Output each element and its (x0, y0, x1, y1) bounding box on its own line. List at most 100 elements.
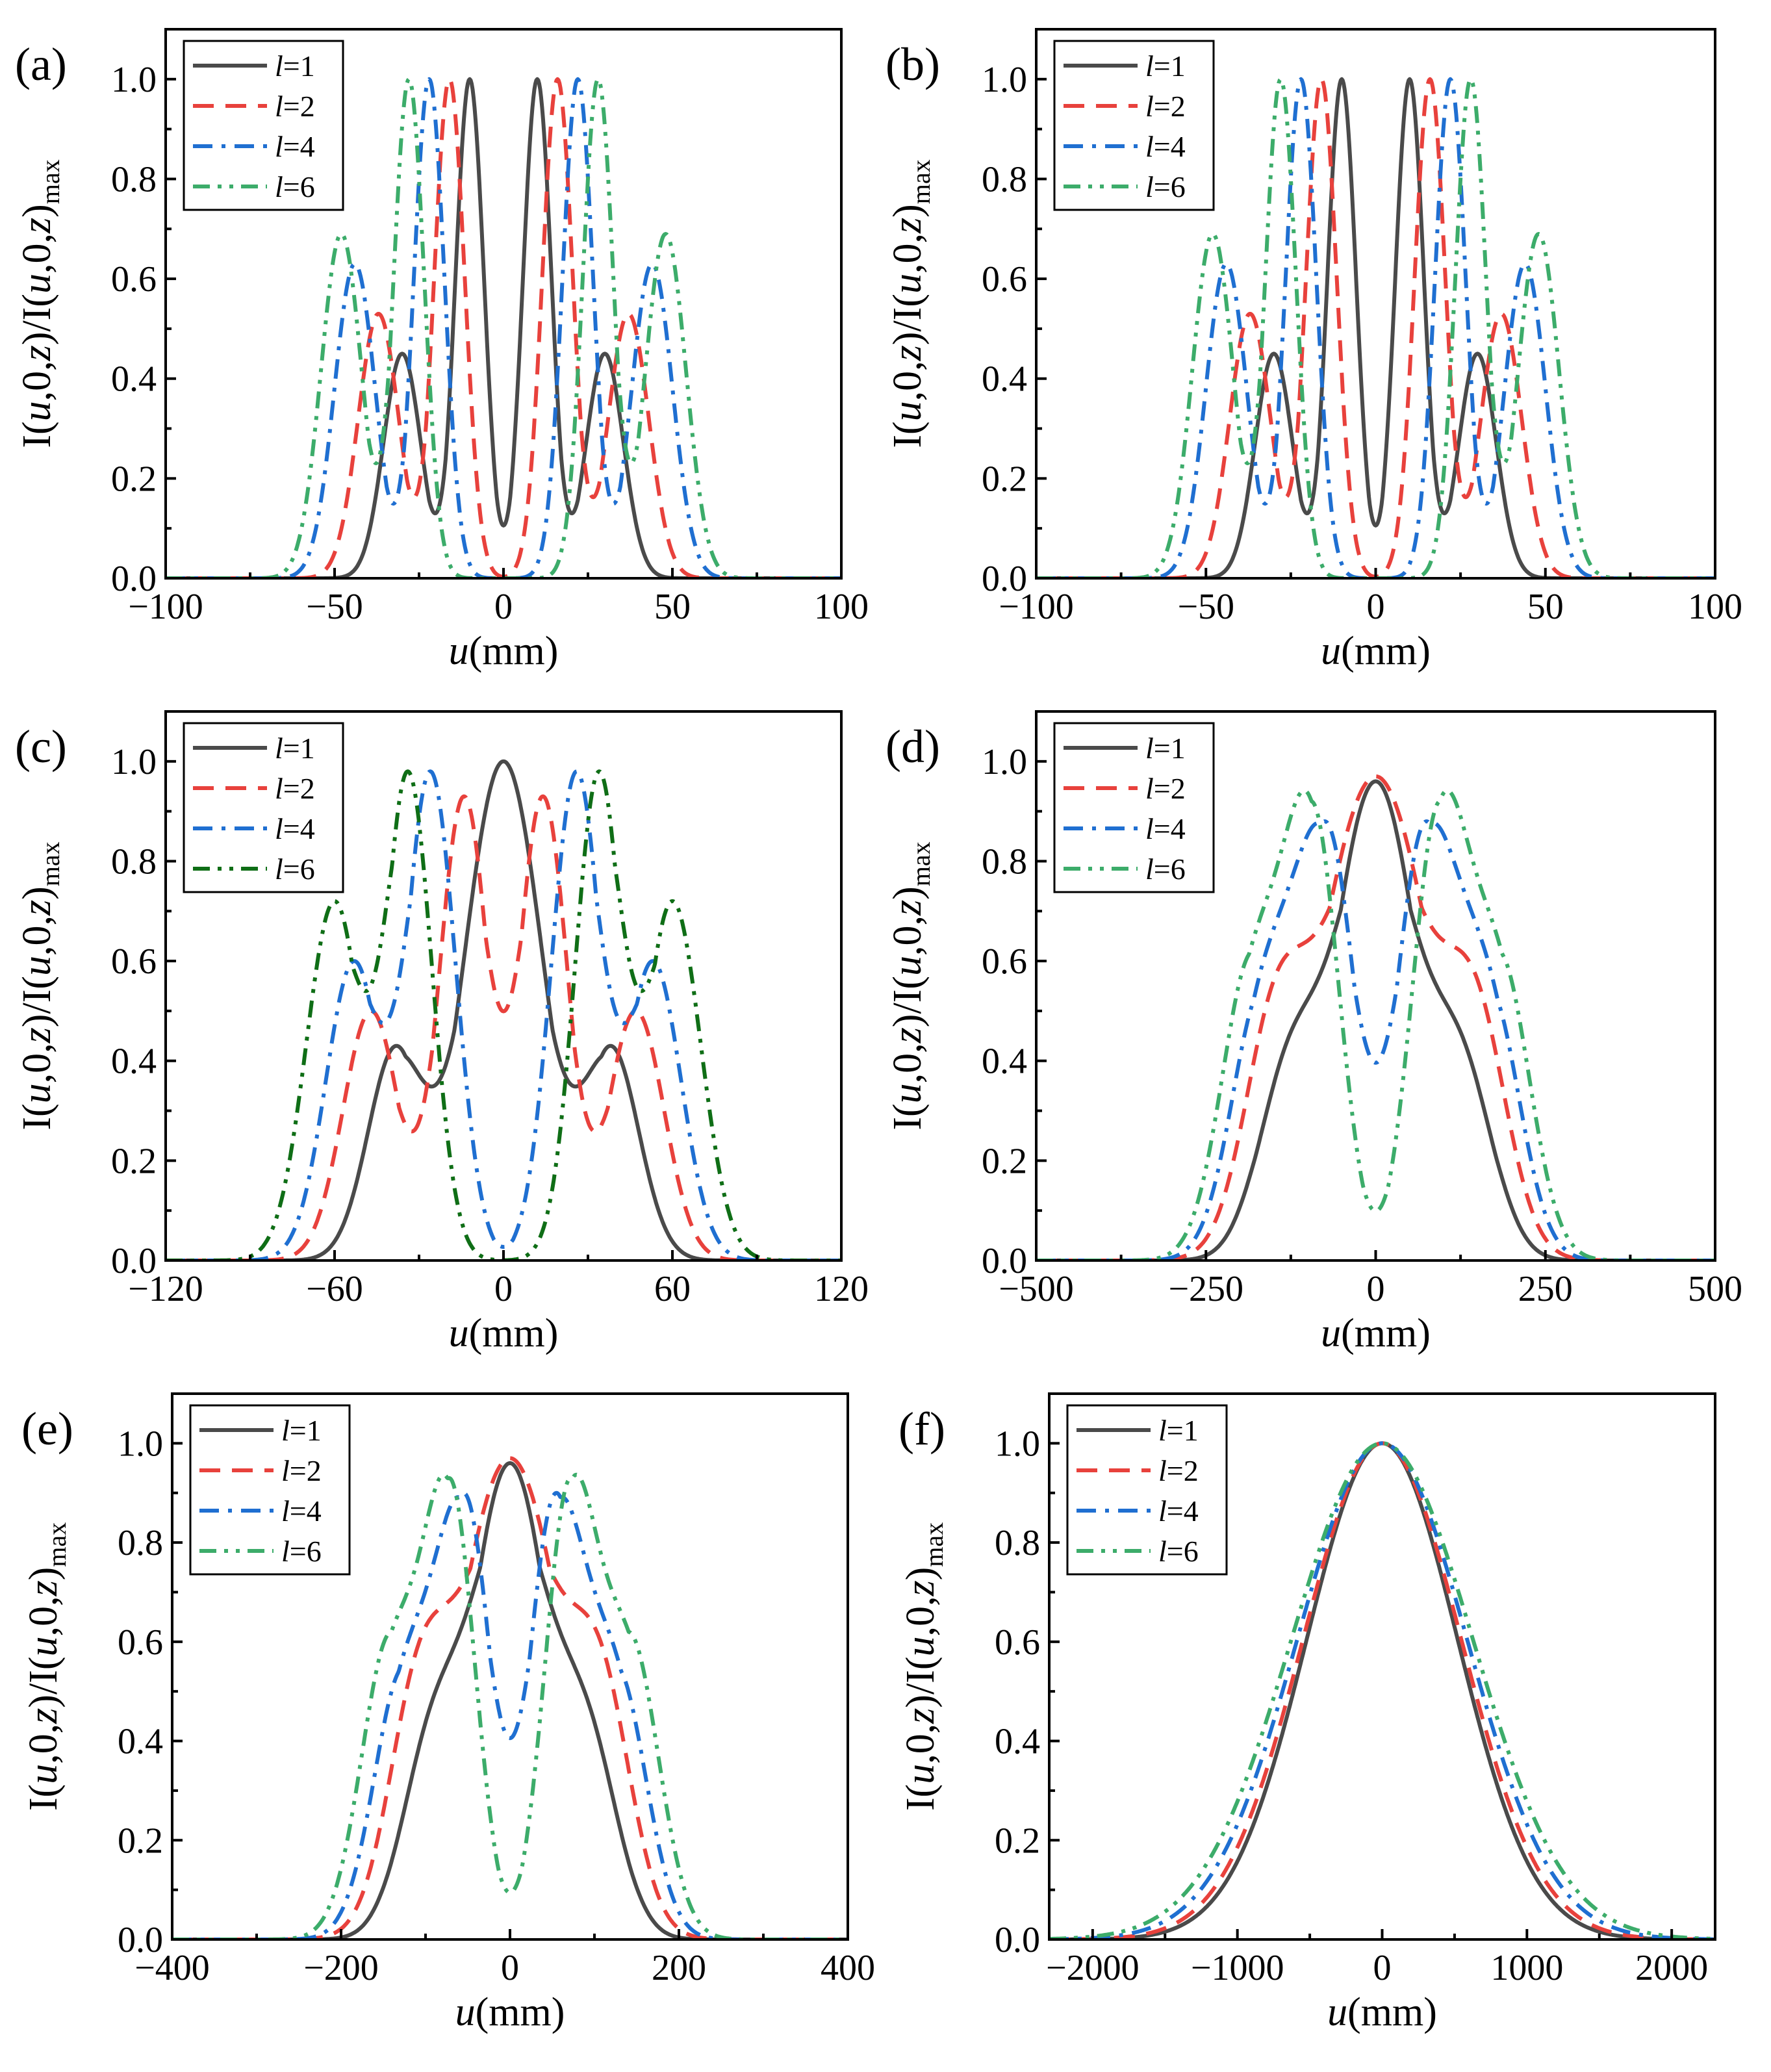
legend-label-l4: l=4 (281, 1494, 322, 1528)
y-tick-label: 0.0 (118, 1920, 163, 1960)
legend-label-l6: l=6 (275, 170, 315, 203)
x-tick-label: −120 (128, 1269, 203, 1309)
chart-panel-d: −500 −250 0 250 500 0.0 0.2 0.4 0.6 0.8 1.0 u(mm) I(… (885, 710, 1742, 1355)
y-tick-label: 0.6 (111, 941, 157, 982)
legend-label-l1: l=1 (281, 1414, 322, 1447)
y-axis-label: I(u,0,z)/I(u,0,z)max (885, 841, 936, 1130)
legend-label-l1: l=1 (1145, 732, 1186, 765)
chart-panel-a: −100 −50 0 50 100 0.0 0.2 0.4 0.6 0.8 1.0 u(mm) I(u,… (15, 28, 869, 673)
legend-box (1053, 40, 1215, 211)
y-tick-label: 0.4 (982, 1042, 1027, 1082)
y-tick-label: 0.4 (995, 1722, 1040, 1762)
y-axis-label: I(u,0,z)/I(u,0,z)max (15, 159, 65, 448)
legend: l=1 l=2 l=4 l=6 (183, 722, 344, 893)
legend-label-l6: l=6 (1145, 170, 1186, 203)
x-tick-label: −100 (999, 587, 1074, 627)
legend-label-l4: l=4 (1145, 812, 1186, 845)
x-tick-label: −200 (303, 1948, 379, 1988)
x-tick-label: 50 (654, 587, 691, 627)
legend: l=1 l=2 l=4 l=6 (189, 1404, 351, 1576)
legend-label-l4: l=4 (1145, 130, 1186, 163)
y-tick-label: 0.6 (995, 1622, 1040, 1663)
x-tick-label: 50 (1527, 587, 1564, 627)
chart-panel-b: −100 −50 0 50 100 0.0 0.2 0.4 0.6 0.8 1.0 u(mm) I(u,… (885, 28, 1742, 673)
y-tick-label: 0.2 (111, 1141, 157, 1181)
series-line-l1 (1036, 779, 1715, 1260)
x-tick-label: 2000 (1635, 1948, 1708, 1988)
x-tick-label: 1000 (1490, 1948, 1563, 1988)
y-axis-label: I(u,0,z)/I(u,0,z)max (15, 841, 65, 1130)
y-axis-label: I(u,0,z)/I(u,0,z)max (21, 1522, 71, 1811)
legend-label-l6: l=6 (281, 1535, 322, 1568)
y-tick-label: 0.0 (995, 1920, 1040, 1960)
y-tick-label: 0.4 (111, 359, 157, 400)
y-tick-label: 0.8 (111, 159, 157, 199)
x-tick-label: −1000 (1191, 1948, 1284, 1988)
series-line-l1 (166, 77, 841, 578)
y-tick-label: 0.0 (111, 1241, 157, 1281)
chart-panel-e: −400 −200 0 200 400 0.0 0.2 0.4 0.6 0.8 1.0 u(mm) I(… (21, 1392, 875, 2034)
legend-label-l1: l=1 (275, 732, 315, 765)
y-tick-label: 0.4 (118, 1722, 163, 1762)
y-tick-label: 0.6 (111, 259, 157, 300)
x-tick-label: 0 (1367, 587, 1385, 627)
y-tick-label: 1.0 (111, 60, 157, 100)
legend-box (183, 40, 344, 211)
x-tick-label: 0 (494, 1269, 513, 1309)
y-tick-label: 0.0 (111, 559, 157, 599)
y-tick-label: 0.0 (982, 1241, 1027, 1281)
chart-panel-f: −2000 −1000 0 1000 2000 0.0 0.2 0.4 0.6 0.8 1.0 u(m… (898, 1392, 1716, 2034)
panel-label: (d) (885, 721, 940, 773)
x-axis-label: u(mm) (1321, 1311, 1431, 1355)
x-tick-label: 250 (1518, 1269, 1573, 1309)
y-tick-label: 1.0 (118, 1424, 163, 1464)
y-tick-label: 1.0 (111, 742, 157, 782)
y-tick-label: 0.6 (982, 941, 1027, 982)
x-axis-label: u(mm) (1327, 1990, 1437, 2034)
legend-label-l2: l=2 (1145, 90, 1186, 123)
panel-label: (e) (21, 1403, 73, 1455)
y-tick-label: 0.2 (982, 1141, 1027, 1181)
y-tick-label: 0.8 (982, 841, 1027, 882)
y-tick-label: 1.0 (982, 60, 1027, 100)
legend-label-l1: l=1 (275, 49, 315, 83)
panel-label: (a) (15, 38, 67, 90)
series-line-l4 (166, 769, 841, 1260)
legend: l=1 l=2 l=4 l=6 (1053, 40, 1215, 211)
y-tick-label: 0.8 (995, 1523, 1040, 1563)
y-axis-label: I(u,0,z)/I(u,0,z)max (885, 159, 936, 448)
x-tick-label: 0 (501, 1948, 519, 1988)
legend-label-l6: l=6 (1158, 1535, 1199, 1568)
x-tick-label: 100 (814, 587, 869, 627)
x-tick-label: 120 (814, 1269, 869, 1309)
legend-box (1053, 722, 1215, 893)
series-group (1049, 1441, 1715, 1939)
legend-box (189, 1404, 351, 1576)
legend-label-l2: l=2 (1145, 772, 1186, 805)
y-tick-label: 0.8 (982, 159, 1027, 199)
x-axis-label: u(mm) (449, 1311, 559, 1355)
x-tick-label: 200 (652, 1948, 706, 1988)
legend: l=1 l=2 l=4 l=6 (1053, 722, 1215, 893)
series-line-l6 (166, 77, 841, 578)
panel-label: (f) (898, 1403, 945, 1455)
y-tick-label: 0.4 (982, 359, 1027, 400)
x-tick-label: 500 (1688, 1269, 1742, 1309)
x-tick-label: 0 (1373, 1948, 1392, 1988)
series-line-l1 (1036, 77, 1715, 578)
series-line-l6 (1049, 1441, 1715, 1939)
legend-label-l4: l=4 (275, 130, 315, 163)
y-tick-label: 1.0 (982, 742, 1027, 782)
x-tick-label: −60 (306, 1269, 363, 1309)
chart-panel-c: −120 −60 0 60 120 0.0 0.2 0.4 0.6 0.8 1.0 u(mm) I(u,… (15, 710, 869, 1355)
legend-label-l2: l=2 (281, 1454, 322, 1487)
series-line-l1 (172, 1461, 848, 1939)
x-tick-label: 400 (821, 1948, 875, 1988)
legend-label-l1: l=1 (1158, 1414, 1199, 1447)
legend-label-l2: l=2 (275, 772, 315, 805)
y-tick-label: 0.6 (118, 1622, 163, 1663)
x-tick-label: −100 (128, 587, 203, 627)
legend-label-l2: l=2 (1158, 1454, 1199, 1487)
panel-label: (b) (885, 38, 940, 90)
